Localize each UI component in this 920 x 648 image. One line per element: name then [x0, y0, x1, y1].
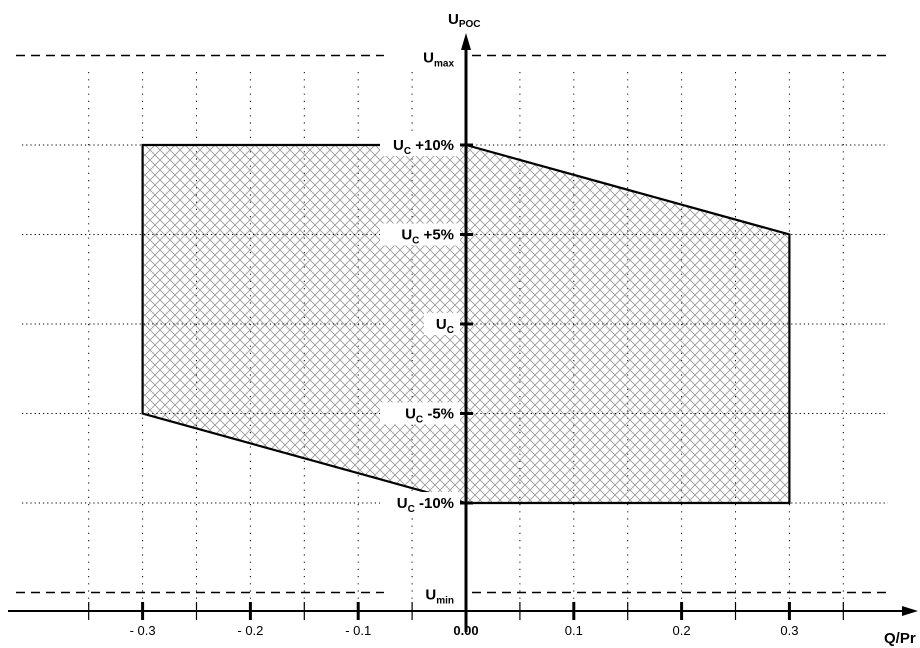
x-axis-arrow: [902, 606, 918, 616]
level-label-bg: [380, 492, 460, 514]
level-label-bg: [424, 313, 460, 335]
level-label-bg: [380, 134, 460, 156]
x-axis-label: Q/Pr: [884, 630, 916, 647]
level-label: UC -10%: [397, 495, 454, 515]
level-label-bg: [380, 402, 460, 425]
x-tick-label: 0.00: [453, 623, 478, 638]
y-axis-arrow: [461, 33, 471, 50]
level-label-bg: [414, 44, 460, 67]
level-lines: [16, 54, 888, 594]
x-tick-label: - 0.2: [237, 623, 263, 638]
x-tick-label: 0.1: [565, 623, 583, 638]
level-label: Umax: [423, 50, 454, 70]
x-tick-label: - 0.3: [130, 623, 156, 638]
labels: - 0.3 - 0.2 - 0.1 0.00 0.1 0.2 0.3 Umax UC +10% U…: [130, 11, 916, 647]
level-label: UC +10%: [393, 137, 454, 157]
level-label-bg: [380, 223, 460, 246]
x-tick-label: - 0.1: [345, 623, 371, 638]
y-axis-label: UPOC: [448, 11, 481, 30]
level-label: UC +5%: [401, 227, 454, 247]
x-tick-label: 0.2: [673, 623, 691, 638]
level-label: UC: [436, 316, 454, 336]
level-label-bg: [414, 581, 460, 604]
x-tick-label: 0.3: [780, 623, 798, 638]
level-label: Umin: [425, 587, 454, 607]
axes: [8, 33, 918, 632]
level-label: UC -5%: [405, 406, 454, 426]
